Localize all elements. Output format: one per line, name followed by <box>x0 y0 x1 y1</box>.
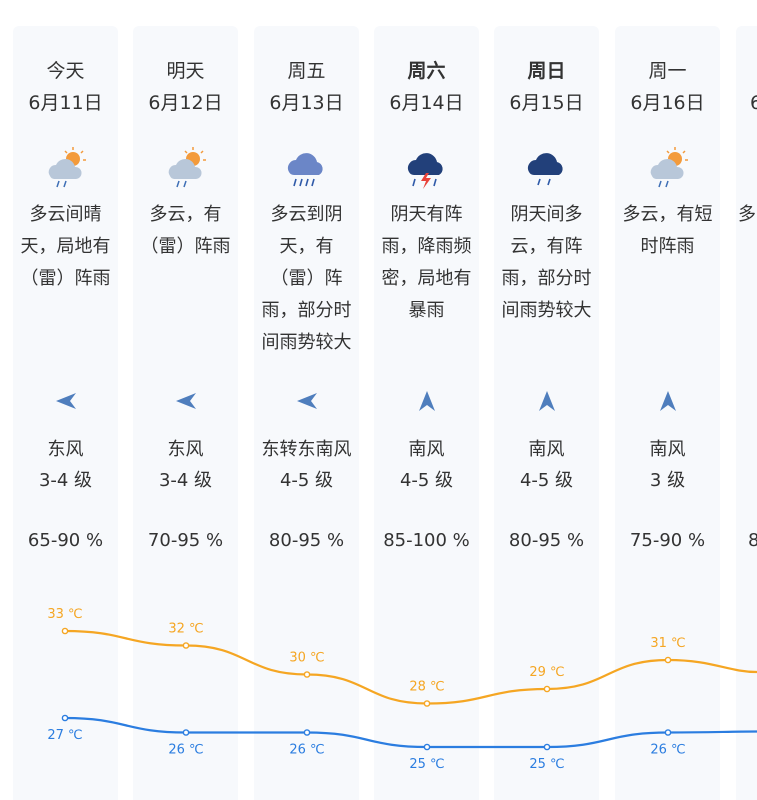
wind-south-arrow-icon <box>418 391 435 411</box>
wind-level: 3-4 级 <box>158 470 213 491</box>
humidity-range: 70-95 % <box>147 530 224 551</box>
wind-level: 4-5 级 <box>399 470 454 491</box>
weekday-label: 周一 <box>648 60 687 82</box>
day-card-partial: 6 多 8 <box>736 26 757 800</box>
cloudy-rain-icon <box>527 153 563 186</box>
weather-description: 多云到阴 天，有 （雷）阵 雨，部分时 间雨势较大 <box>261 204 352 353</box>
weekday-label: 周五 <box>287 60 326 82</box>
humidity-range: 80-95 % <box>268 530 345 551</box>
weather-description: 多云间晴 天，局地有 （雷）阵雨 <box>20 204 111 289</box>
wind-east-arrow-icon <box>296 393 317 409</box>
date-label: 6月12日 <box>148 92 223 114</box>
date-label: 6月13日 <box>269 92 344 114</box>
wind-south-arrow-icon <box>659 391 676 411</box>
wind-level: 3 级 <box>649 470 686 491</box>
day-card: 明天 6月12日 多云，有 （雷）阵雨 东风 3-4 级 70-95 % <box>133 26 238 800</box>
wind-level: 4-5 级 <box>519 470 574 491</box>
humidity-range: 65-90 % <box>27 530 104 551</box>
thunderstorm-icon <box>407 153 443 189</box>
weekday-label: 周日 <box>527 60 566 82</box>
wind-south-arrow-icon <box>538 391 555 411</box>
partly-cloudy-rain-icon <box>168 147 206 188</box>
date-label: 6月15日 <box>509 92 584 114</box>
wind-level: 4-5 级 <box>279 470 334 491</box>
date-label: 6 <box>750 92 757 114</box>
wind-direction: 南风 <box>528 439 565 460</box>
wind-east-arrow-icon <box>175 393 196 409</box>
wind-level: 3-4 级 <box>38 470 93 491</box>
weather-description: 阴天间多 云，有阵 雨，部分时 间雨势较大 <box>501 204 592 321</box>
date-label: 6月16日 <box>630 92 705 114</box>
humidity-range: 75-90 % <box>629 530 706 551</box>
weather-description: 多云，有 （雷）阵雨 <box>140 204 231 257</box>
weekday-label: 今天 <box>46 60 85 82</box>
partly-cloudy-rain-icon <box>48 147 86 188</box>
cloudy-heavy-rain-icon <box>287 153 323 187</box>
weather-description: 多云，有短 时阵雨 <box>622 204 713 257</box>
weekday-label: 周六 <box>407 60 446 82</box>
wind-direction: 东风 <box>167 439 204 460</box>
day-card: 周五 6月13日 多云到阴 天，有 （雷）阵 雨，部分时 间雨势较大 东转东南风… <box>254 26 359 800</box>
humidity-range: 80-95 % <box>508 530 585 551</box>
humidity-range: 8 <box>748 530 757 551</box>
humidity-range: 85-100 % <box>383 530 470 551</box>
day-card: 周一 6月16日 多云，有短 时阵雨 南风 3 级 75-90 % <box>615 26 720 800</box>
weather-description: 阴天有阵 雨，降雨频 密，局地有 暴雨 <box>381 204 472 321</box>
partly-cloudy-rain-icon <box>650 147 688 188</box>
wind-east-arrow-icon <box>55 393 76 409</box>
day-card: 周六 6月14日 阴天有阵 雨，降雨频 密，局地有 暴雨 南风 4-5 级 85… <box>374 26 479 800</box>
date-label: 6月11日 <box>28 92 103 114</box>
date-label: 6月14日 <box>389 92 464 114</box>
weather-description: 多 <box>738 204 756 225</box>
wind-direction: 南风 <box>649 439 686 460</box>
wind-direction: 东风 <box>47 439 84 460</box>
day-card: 今天 6月11日 多云间晴 天，局地有 （雷）阵雨 东风 3-4 级 65-90… <box>13 26 118 800</box>
wind-direction: 东转东南风 <box>261 439 352 460</box>
day-card: 周日 6月15日 阴天间多 云，有阵 雨，部分时 间雨势较大 南风 4-5 级 … <box>494 26 599 800</box>
weekday-label: 明天 <box>166 60 205 82</box>
wind-direction: 南风 <box>408 439 445 460</box>
